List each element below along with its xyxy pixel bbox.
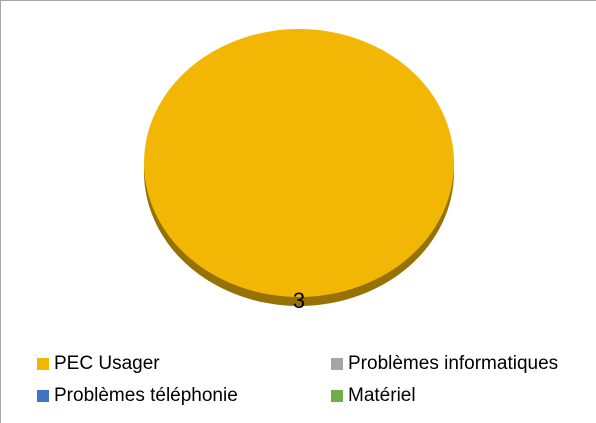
pie-chart: 3 (144, 29, 454, 313)
pie-slice-top (144, 29, 454, 297)
legend-swatch (331, 358, 343, 370)
legend-item-pec-usager: PEC Usager (37, 353, 160, 375)
data-label: 3 (293, 288, 305, 313)
legend-label: Problèmes téléphonie (54, 385, 238, 406)
legend-swatch (331, 390, 343, 402)
legend-label: Matériel (348, 385, 416, 406)
pie-slice-1 (144, 29, 454, 306)
legend-item-problemes-informatiques: Problèmes informatiques (331, 353, 558, 375)
legend-item-materiel: Matériel (331, 385, 416, 407)
legend-item-problemes-telephonie: Problèmes téléphonie (37, 385, 238, 407)
legend-swatch (37, 390, 49, 402)
legend-label: PEC Usager (54, 353, 160, 374)
legend-label: Problèmes informatiques (348, 353, 559, 374)
legend-swatch (37, 358, 49, 370)
